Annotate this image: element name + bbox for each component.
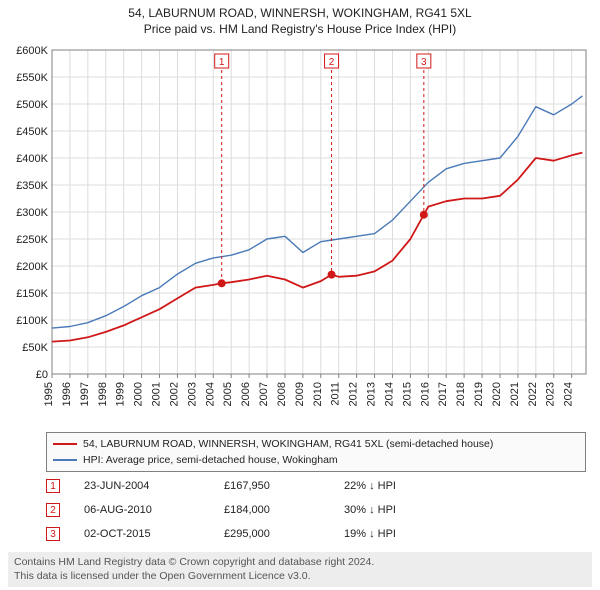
sale-delta: 30% ↓ HPI bbox=[344, 504, 484, 516]
legend-item: HPI: Average price, semi-detached house,… bbox=[53, 452, 579, 468]
legend-item: 54, LABURNUM ROAD, WINNERSH, WOKINGHAM, … bbox=[53, 436, 579, 452]
svg-text:£250K: £250K bbox=[16, 234, 48, 246]
svg-text:2007: 2007 bbox=[258, 382, 270, 406]
sale-price: £184,000 bbox=[224, 504, 344, 516]
svg-text:1995: 1995 bbox=[43, 382, 55, 406]
svg-text:2024: 2024 bbox=[563, 382, 575, 406]
sale-date: 06-AUG-2010 bbox=[84, 504, 224, 516]
svg-text:2001: 2001 bbox=[151, 382, 163, 406]
attribution-line: Contains HM Land Registry data © Crown c… bbox=[14, 556, 586, 570]
svg-text:£450K: £450K bbox=[16, 126, 48, 138]
svg-text:£0: £0 bbox=[36, 369, 48, 381]
svg-text:2018: 2018 bbox=[455, 382, 467, 406]
svg-text:2: 2 bbox=[329, 57, 335, 68]
legend-swatch bbox=[53, 443, 77, 445]
price-chart: £0 £50K £100K £150K £200K £250K £300K £350K £400… bbox=[8, 46, 592, 426]
root: 54, LABURNUM ROAD, WINNERSH, WOKINGHAM, … bbox=[0, 0, 600, 590]
table-row: 2 06-AUG-2010 £184,000 30% ↓ HPI bbox=[46, 498, 586, 522]
svg-text:2008: 2008 bbox=[276, 382, 288, 406]
sale-price: £167,950 bbox=[224, 480, 344, 492]
svg-text:£600K: £600K bbox=[16, 46, 48, 57]
sale-marker-box: 1 bbox=[46, 479, 60, 493]
svg-text:2016: 2016 bbox=[419, 382, 431, 406]
svg-text:2004: 2004 bbox=[204, 382, 216, 406]
svg-text:2017: 2017 bbox=[437, 382, 449, 406]
svg-text:2006: 2006 bbox=[240, 382, 252, 406]
svg-text:2012: 2012 bbox=[348, 382, 360, 406]
svg-text:2015: 2015 bbox=[401, 382, 413, 406]
svg-text:2020: 2020 bbox=[491, 382, 503, 406]
svg-text:2011: 2011 bbox=[330, 382, 342, 406]
svg-text:2000: 2000 bbox=[133, 382, 145, 406]
chart-titles: 54, LABURNUM ROAD, WINNERSH, WOKINGHAM, … bbox=[0, 0, 600, 36]
sale-date: 23-JUN-2004 bbox=[84, 480, 224, 492]
legend-swatch bbox=[53, 459, 77, 461]
legend: 54, LABURNUM ROAD, WINNERSH, WOKINGHAM, … bbox=[46, 432, 586, 472]
svg-text:2019: 2019 bbox=[473, 382, 485, 406]
svg-text:2003: 2003 bbox=[186, 382, 198, 406]
svg-text:1997: 1997 bbox=[79, 382, 91, 406]
chart-title-sub: Price paid vs. HM Land Registry's House … bbox=[0, 22, 600, 36]
svg-text:1999: 1999 bbox=[115, 382, 127, 406]
svg-text:£150K: £150K bbox=[16, 288, 48, 300]
svg-text:2005: 2005 bbox=[222, 382, 234, 406]
sale-marker-box: 3 bbox=[46, 527, 60, 541]
sale-price: £295,000 bbox=[224, 528, 344, 540]
chart-title-address: 54, LABURNUM ROAD, WINNERSH, WOKINGHAM, … bbox=[0, 6, 600, 20]
svg-text:£350K: £350K bbox=[16, 180, 48, 192]
svg-text:£500K: £500K bbox=[16, 99, 48, 111]
svg-text:£400K: £400K bbox=[16, 153, 48, 165]
svg-text:2002: 2002 bbox=[168, 382, 180, 406]
svg-text:1996: 1996 bbox=[61, 382, 73, 406]
sale-delta: 22% ↓ HPI bbox=[344, 480, 484, 492]
attribution: Contains HM Land Registry data © Crown c… bbox=[8, 552, 592, 587]
svg-text:1: 1 bbox=[219, 57, 225, 68]
legend-label: 54, LABURNUM ROAD, WINNERSH, WOKINGHAM, … bbox=[83, 438, 493, 450]
sale-marker-box: 2 bbox=[46, 503, 60, 517]
svg-text:2021: 2021 bbox=[509, 382, 521, 406]
table-row: 3 02-OCT-2015 £295,000 19% ↓ HPI bbox=[46, 522, 586, 546]
svg-text:£550K: £550K bbox=[16, 72, 48, 84]
svg-text:2023: 2023 bbox=[545, 382, 557, 406]
svg-text:2022: 2022 bbox=[527, 382, 539, 406]
table-row: 1 23-JUN-2004 £167,950 22% ↓ HPI bbox=[46, 474, 586, 498]
attribution-line: This data is licensed under the Open Gov… bbox=[14, 570, 586, 584]
svg-text:2014: 2014 bbox=[383, 382, 395, 406]
chart-svg: £0 £50K £100K £150K £200K £250K £300K £350K £400… bbox=[8, 46, 592, 426]
svg-text:£100K: £100K bbox=[16, 315, 48, 327]
svg-text:1998: 1998 bbox=[97, 382, 109, 406]
sale-date: 02-OCT-2015 bbox=[84, 528, 224, 540]
legend-label: HPI: Average price, semi-detached house,… bbox=[83, 454, 338, 466]
svg-text:£200K: £200K bbox=[16, 261, 48, 273]
sale-delta: 19% ↓ HPI bbox=[344, 528, 484, 540]
svg-text:3: 3 bbox=[421, 57, 427, 68]
svg-text:£50K: £50K bbox=[22, 342, 48, 354]
sales-table: 1 23-JUN-2004 £167,950 22% ↓ HPI 2 06-AU… bbox=[46, 474, 586, 546]
svg-text:2009: 2009 bbox=[294, 382, 306, 406]
svg-text:2010: 2010 bbox=[312, 382, 324, 406]
svg-text:2013: 2013 bbox=[366, 382, 378, 406]
svg-text:£300K: £300K bbox=[16, 207, 48, 219]
